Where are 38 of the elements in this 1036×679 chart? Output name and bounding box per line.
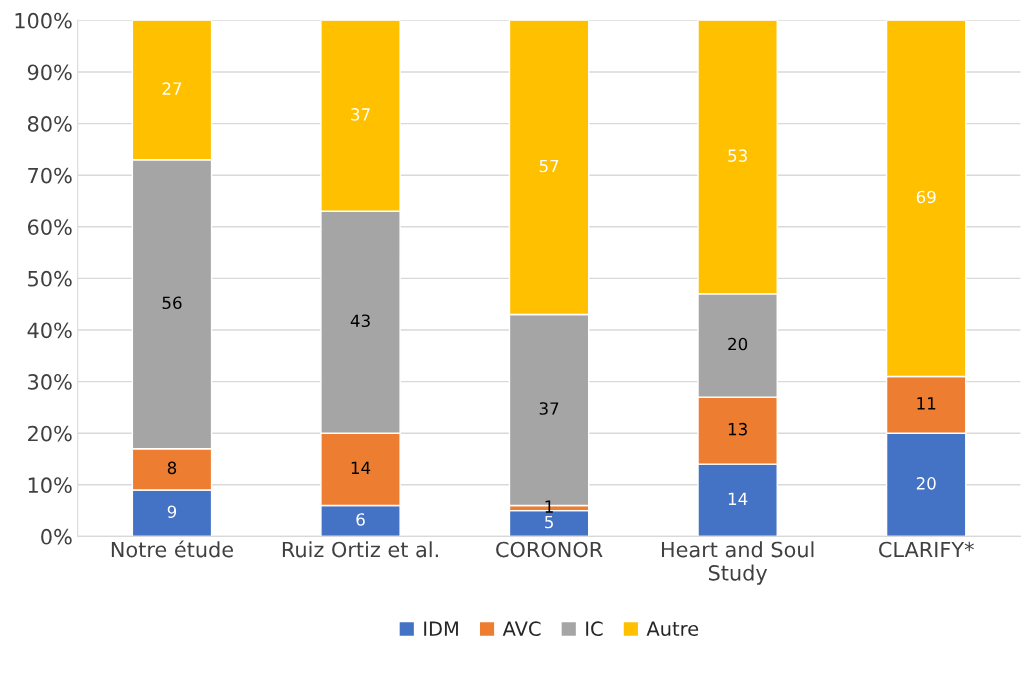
- x-tick-label: Notre étude: [111, 540, 233, 558]
- data-label: 20: [916, 477, 936, 490]
- x-tick-label: CLARIFY*: [879, 541, 974, 558]
- data-label: 14: [728, 492, 748, 505]
- x-tick-label: Ruiz Ortiz et al.: [282, 541, 438, 558]
- y-tick-label: 40%: [27, 322, 72, 339]
- data-label: 14: [351, 461, 371, 474]
- y-tick-label: 10%: [28, 477, 72, 494]
- y-tick-label: 80%: [27, 116, 72, 132]
- data-label: 43: [350, 314, 370, 328]
- data-label: 56: [162, 296, 182, 310]
- data-label: 69: [916, 190, 936, 204]
- y-tick-label: 70%: [28, 167, 72, 184]
- y-tick-label: 100%: [15, 12, 72, 29]
- legend-label: AVC: [502, 621, 541, 637]
- data-label: 9: [167, 505, 177, 519]
- data-label: 13: [728, 422, 747, 436]
- data-label: 37: [539, 402, 559, 415]
- data-label: 6: [356, 513, 365, 526]
- data-label: 53: [728, 149, 747, 162]
- data-label: 11: [917, 397, 936, 410]
- y-tick-label: 60%: [27, 219, 72, 235]
- data-label: 27: [162, 82, 182, 95]
- legend-label: Autre: [646, 621, 699, 637]
- y-tick-label: 90%: [27, 64, 72, 81]
- y-tick-label: 30%: [28, 374, 72, 390]
- y-tick-label: 20%: [28, 425, 72, 442]
- legend-label: IDM: [424, 621, 458, 636]
- y-tick-label: 0%: [41, 528, 72, 545]
- data-label: 20: [728, 337, 748, 351]
- data-label: 37: [351, 108, 370, 121]
- data-label: 57: [539, 159, 559, 173]
- x-tick-label: CORONOR: [496, 541, 603, 558]
- data-label: 5: [545, 515, 553, 529]
- data-label: 8: [167, 461, 177, 475]
- x-tick-label: Heart and Soul Study: [661, 541, 814, 585]
- y-tick-label: 50%: [28, 270, 72, 287]
- legend-label: IC: [586, 621, 603, 637]
